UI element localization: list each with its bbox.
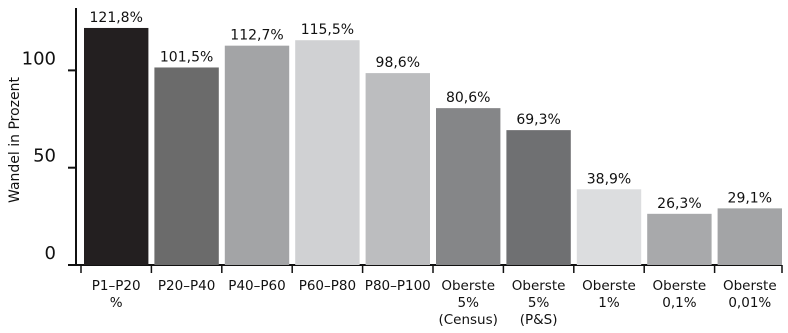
data-labels: 121,8% 101,5% 112,7% 115,5% 98,6% 80,6% 69,3% 3…	[90, 10, 773, 212]
bars	[84, 27, 782, 266]
x-tick-label: (Census)	[438, 312, 497, 328]
x-tick-label: 0,1%	[662, 295, 696, 311]
bar	[576, 189, 642, 265]
y-tick-label: 0	[45, 243, 56, 264]
x-tick-label: 5%	[457, 295, 479, 311]
x-tick-label: P60–P80	[299, 278, 356, 294]
x-tick-label: Oberste	[582, 278, 636, 294]
x-tick-label: P40–P60	[228, 278, 285, 294]
data-label: 98,6%	[376, 55, 420, 71]
y-axis-label: Wandel in Prozent	[7, 77, 23, 203]
data-label: 115,5%	[301, 22, 354, 38]
x-tick-label: Oberste	[441, 278, 495, 294]
bar	[436, 108, 501, 265]
x-tick-label: Oberste	[653, 278, 707, 294]
y-tick-label: 100	[22, 48, 56, 69]
x-ticks	[80, 265, 783, 273]
y-ticks: 0 50 100	[22, 48, 76, 266]
bar	[295, 40, 360, 265]
x-tick-label: 0,01%	[728, 295, 771, 311]
data-label: 26,3%	[657, 196, 701, 212]
bar	[506, 130, 571, 265]
bar	[224, 45, 290, 266]
x-tick-label: 1%	[598, 295, 620, 311]
bar	[365, 73, 430, 266]
data-label: 69,3%	[516, 112, 560, 128]
data-label: 38,9%	[587, 171, 631, 187]
y-tick-label: 50	[33, 146, 56, 167]
x-tick-label: 5%	[528, 295, 550, 311]
data-label: 121,8%	[90, 10, 143, 26]
data-label: 101,5%	[160, 49, 213, 65]
x-tick-label: P1–P20	[92, 278, 141, 294]
bar	[647, 213, 712, 265]
x-tick-labels: P1–P20% P20–P40 P40–P60 P60–P80 P80–P100 Ober…	[92, 278, 777, 328]
x-tick-label: P80–P100	[365, 278, 431, 294]
x-tick-label: %	[110, 295, 123, 311]
x-tick-label: Oberste	[723, 278, 777, 294]
x-tick-label: P20–P40	[158, 278, 215, 294]
x-tick-label: (P&S)	[520, 312, 558, 328]
bar	[84, 27, 149, 265]
x-tick-label: Oberste	[512, 278, 566, 294]
bar	[717, 208, 782, 265]
data-label: 112,7%	[230, 28, 283, 44]
data-label: 29,1%	[728, 190, 772, 206]
data-label: 80,6%	[446, 90, 490, 106]
bar	[154, 67, 219, 265]
